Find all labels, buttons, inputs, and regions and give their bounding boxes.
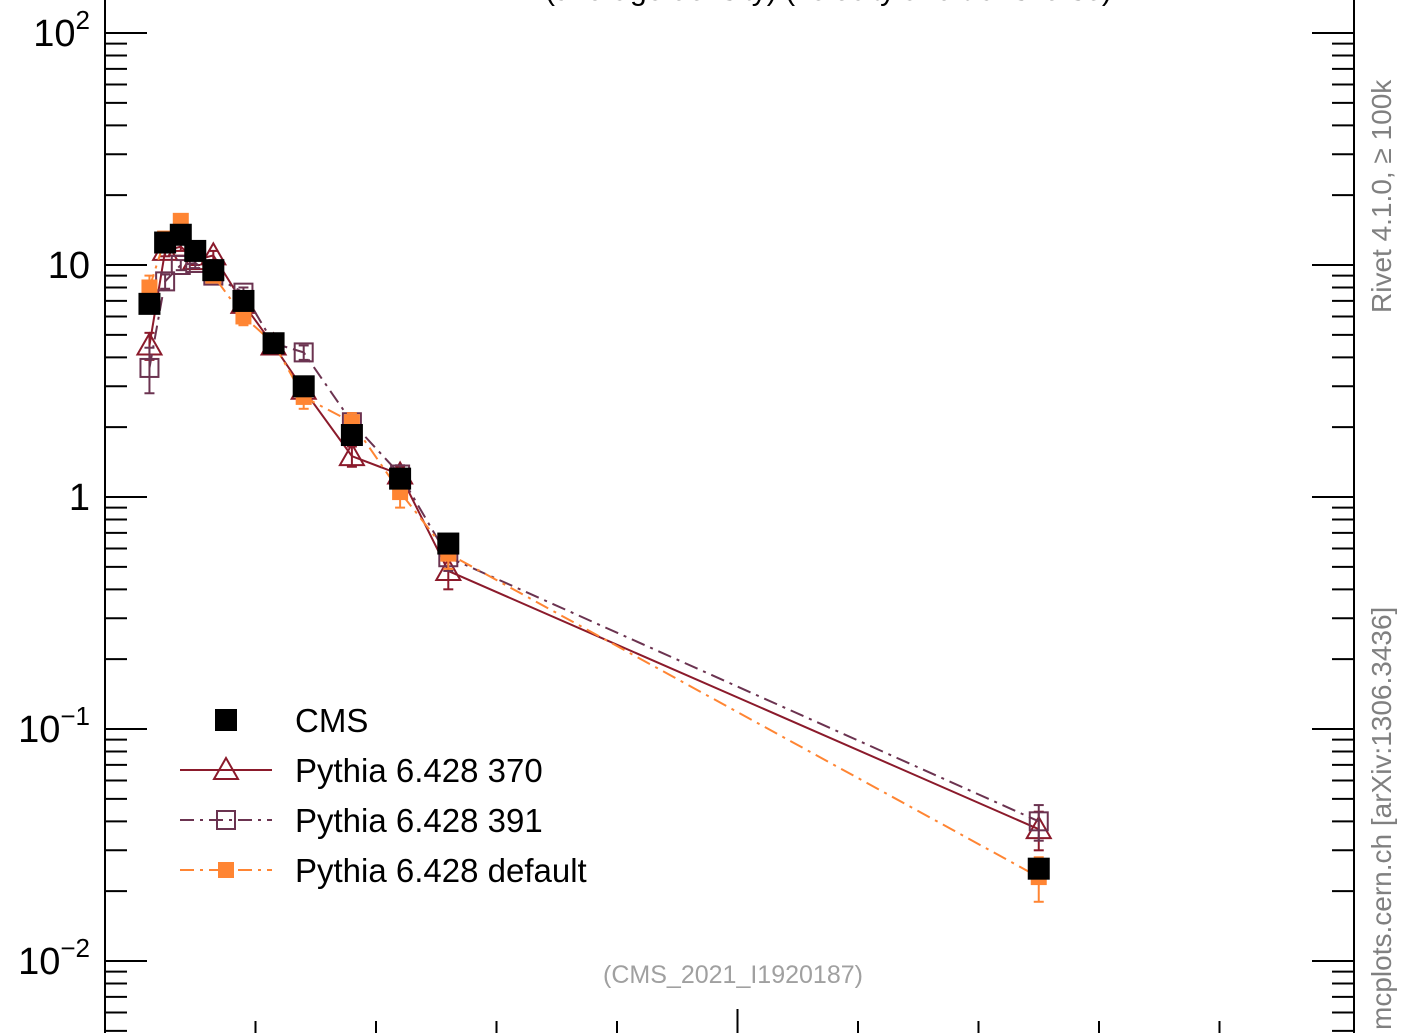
data-point [170, 255, 191, 275]
data-point [138, 292, 161, 315]
x-axis [254, 1009, 1221, 1033]
data-point [184, 239, 207, 262]
legend-item: CMS [215, 702, 368, 739]
legend-item: Pythia 6.428 default [180, 852, 587, 889]
mcplots-label: mcplots.cern.ch [arXiv:1306.3436] [1366, 606, 1397, 1030]
data-point [235, 308, 252, 325]
legend-item: Pythia 6.428 391 [180, 802, 543, 839]
data-point [232, 289, 255, 312]
data-point [262, 332, 285, 355]
data-point [437, 532, 460, 555]
data-point [1028, 811, 1049, 832]
legend-label: Pythia 6.428 370 [295, 752, 543, 789]
data-point [202, 259, 225, 282]
series-0 [138, 223, 1050, 880]
legend-item: Pythia 6.428 370 [180, 752, 543, 789]
data-point [216, 810, 236, 830]
data-point [293, 342, 314, 363]
data-point [338, 442, 366, 467]
data-point [340, 424, 363, 447]
legend-label: Pythia 6.428 default [295, 852, 587, 889]
data-point [215, 709, 237, 731]
y-tick-label: 10−2 [18, 933, 90, 983]
analysis-tag: (CMS_2021_I1920187) [603, 961, 863, 989]
y-tick-label: 1 [69, 477, 90, 519]
y-tick-label: 102 [33, 5, 90, 55]
chart-title-fragment: (average density) (velocity and transver… [545, 0, 1112, 8]
series-3 [141, 212, 1047, 903]
legend-label: Pythia 6.428 391 [295, 802, 543, 839]
data-point [139, 357, 160, 378]
y-tick-label: 10 [48, 245, 90, 287]
series-1 [135, 232, 1053, 852]
series-line [148, 245, 1040, 831]
data-series [135, 212, 1053, 903]
data-point [212, 755, 240, 780]
data-point [389, 467, 412, 490]
data-point [1027, 857, 1050, 880]
data-point [292, 375, 315, 398]
legend: CMS Pythia 6.428 370 Pythia 6.428 391 Pythi… [180, 702, 587, 889]
rivet-version-label: Rivet 4.1.0, ≥ 100k [1366, 79, 1397, 313]
data-point [218, 862, 234, 878]
y-axis: 10−2 10−1 1 10 102 [18, 5, 1354, 1032]
legend-label: CMS [295, 702, 368, 739]
data-point [434, 556, 463, 581]
data-point [141, 279, 158, 296]
series-line [148, 219, 1040, 878]
plot-frame [104, 0, 1355, 1033]
y-tick-label: 10−1 [18, 701, 90, 751]
